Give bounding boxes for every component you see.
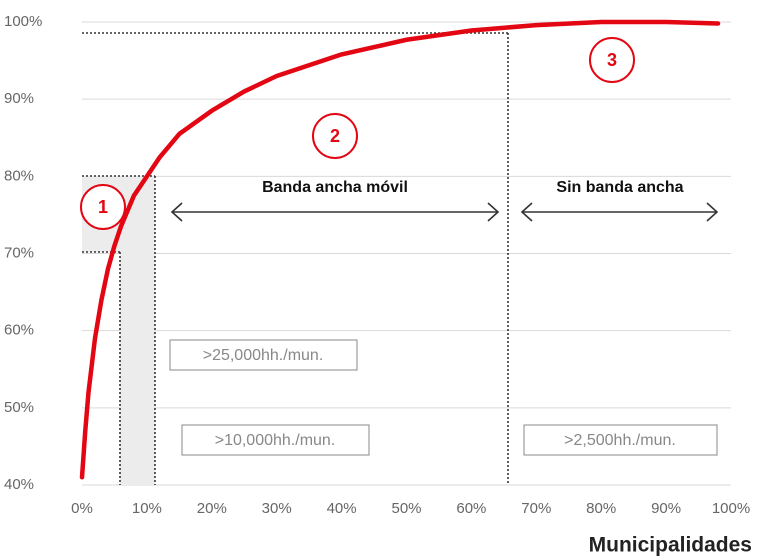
x-axis-label: Municipalidades <box>589 534 752 557</box>
marker-label: 3 <box>607 50 617 70</box>
x-tick-label: 40% <box>327 500 357 517</box>
box-label: >25,000hh./mun. <box>203 347 324 364</box>
y-tick-label: 50% <box>4 399 34 416</box>
arrow <box>170 202 500 222</box>
box-label: >10,000hh./mun. <box>215 432 336 449</box>
x-tick-label: 70% <box>521 500 551 517</box>
x-tick-label: 30% <box>262 500 292 517</box>
label-box <box>169 339 358 371</box>
region-label: Sin banda ancha <box>556 179 683 196</box>
marker-circle <box>80 184 126 230</box>
marker-circle <box>312 113 358 159</box>
y-tick-label: 70% <box>4 244 34 261</box>
region-label: Banda ancha móvil <box>262 179 408 196</box>
label-box <box>181 424 370 456</box>
y-tick-label: 40% <box>4 476 34 493</box>
x-tick-label: 20% <box>197 500 227 517</box>
x-tick-label: 100% <box>712 500 750 517</box>
marker-circle <box>589 37 635 83</box>
y-tick-label: 60% <box>4 322 34 339</box>
grid <box>82 21 731 486</box>
x-tick-label: 90% <box>651 500 681 517</box>
plot <box>79 19 721 480</box>
y-tick-label: 100% <box>4 13 42 30</box>
box-label: >2,500hh./mun. <box>564 432 676 449</box>
arrow <box>520 202 719 222</box>
marker-label: 2 <box>330 126 340 146</box>
y-tick-label: 80% <box>4 167 34 184</box>
y-tick-label: 90% <box>4 90 34 107</box>
x-tick-label: 80% <box>586 500 616 517</box>
x-tick-label: 60% <box>456 500 486 517</box>
marker-label: 1 <box>98 197 108 217</box>
data-line <box>79 19 721 480</box>
x-tick-label: 0% <box>71 500 93 517</box>
label-box <box>523 424 718 456</box>
x-tick-label: 50% <box>391 500 421 517</box>
shaded-region <box>120 252 155 485</box>
x-tick-label: 10% <box>132 500 162 517</box>
